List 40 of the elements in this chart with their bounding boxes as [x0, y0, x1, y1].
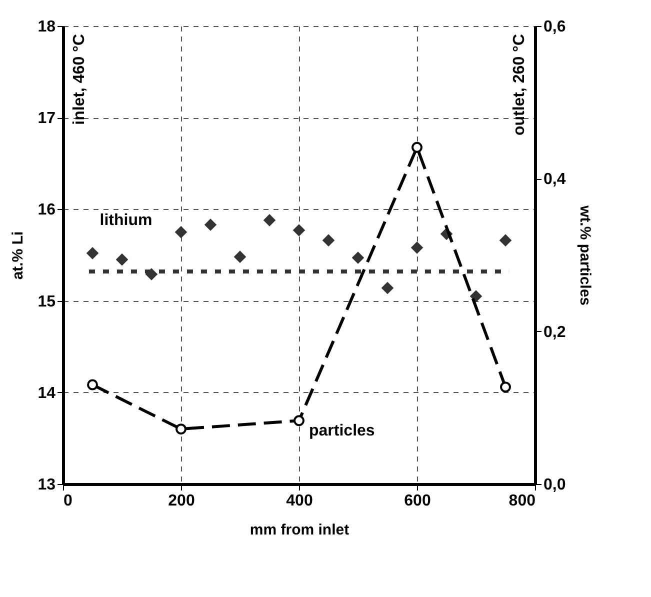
- y-tick-label: 13: [38, 476, 56, 494]
- point: [294, 415, 304, 426]
- point: [382, 282, 394, 294]
- series-label: lithium: [100, 212, 152, 230]
- point: [204, 219, 216, 231]
- y-tick-label: 14: [38, 384, 56, 402]
- x-tick-label: 400: [286, 492, 313, 510]
- annotation: inlet, 460 °C: [71, 34, 88, 125]
- point: [234, 251, 246, 263]
- y2-tick-label: 0,4: [544, 171, 566, 188]
- y2-tick-label: 0,0: [544, 476, 566, 494]
- y2-tick-label: 0,6: [544, 18, 566, 36]
- point: [500, 382, 511, 393]
- point: [175, 226, 187, 238]
- point: [87, 379, 98, 390]
- y-tick-label: 17: [38, 110, 56, 128]
- y-tick-label: 16: [38, 202, 56, 219]
- point: [116, 254, 128, 266]
- y2-tick-label: 0,2: [544, 324, 566, 341]
- point: [322, 234, 334, 246]
- x-axis-title: mm from inlet: [250, 522, 350, 538]
- y-tick-label: 15: [38, 293, 56, 310]
- point: [352, 252, 364, 264]
- x-tick-label: 600: [404, 492, 431, 510]
- point: [500, 234, 512, 246]
- x-tick-label: 200: [168, 492, 195, 510]
- y-axis-title: at.% Li: [10, 231, 27, 280]
- point: [176, 424, 186, 435]
- y2-axis-title: wt.% particles: [576, 204, 594, 306]
- point: [86, 247, 98, 259]
- point: [470, 290, 482, 302]
- x-tick-label: 800: [508, 492, 536, 510]
- y-tick-label: 18: [38, 18, 56, 36]
- annotation: outlet, 260 °C: [511, 34, 528, 136]
- point: [412, 142, 422, 153]
- point: [411, 242, 423, 254]
- point: [293, 224, 305, 236]
- x-tick-label: 0: [64, 492, 72, 510]
- point: [264, 214, 276, 226]
- series-label: particles: [309, 422, 375, 440]
